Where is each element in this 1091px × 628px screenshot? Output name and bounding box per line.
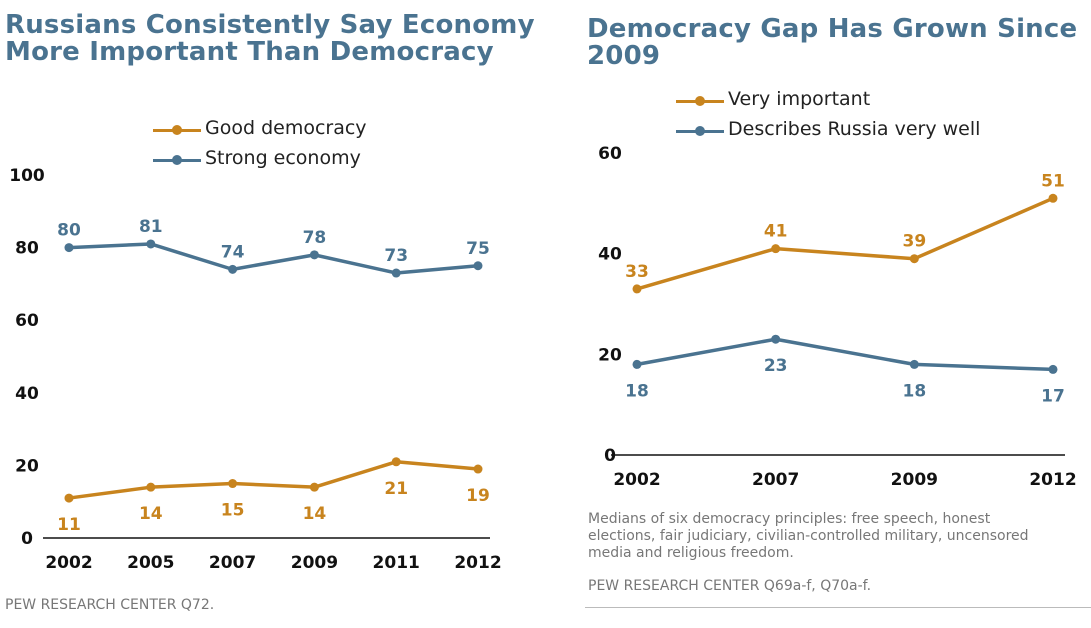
series-line-0 [636, 196, 1054, 291]
legend-label: Strong economy [205, 147, 361, 169]
x-tick-label: 2005 [127, 553, 174, 573]
data-point [309, 250, 319, 260]
right-chart-plot: 0 20 40 60 2002 2007 2009 2012 33 41 39 51 18 23 18 17 [598, 144, 1077, 490]
x-tick-label: 2009 [291, 553, 338, 573]
data-point [64, 243, 74, 253]
x-tick-label: 2007 [209, 553, 256, 573]
data-label: 81 [139, 217, 163, 237]
y-tick-label: 40 [15, 384, 39, 404]
legend-label: Very important [728, 88, 871, 110]
left-chart-title: Russians Consistently Say Economy More I… [5, 10, 535, 67]
footer-divider [585, 607, 1091, 608]
data-point [391, 457, 401, 467]
data-point [909, 359, 919, 369]
data-label: 19 [466, 486, 490, 506]
right-chart-title: Democracy Gap Has Grown Since 2009 [587, 14, 1078, 71]
data-label: 41 [764, 222, 788, 242]
data-label: 74 [221, 242, 245, 262]
series-line-1 [68, 242, 479, 275]
data-label: 80 [57, 221, 81, 241]
left-chart-plot: 0 20 40 60 80 100 2002 2005 2007 2009 2011 2012 11 14… [9, 166, 501, 573]
data-label: 14 [303, 504, 327, 524]
y-tick-label: 0 [21, 529, 33, 549]
data-point [909, 254, 919, 264]
y-tick-label: 60 [598, 144, 622, 164]
legend-swatch-blue [676, 126, 724, 136]
y-tick-label: 60 [15, 311, 39, 331]
data-label: 14 [139, 504, 163, 524]
y-tick-label: 40 [598, 245, 622, 265]
data-label: 17 [1041, 386, 1065, 406]
x-tick-label: 2002 [613, 470, 660, 490]
data-point [771, 334, 781, 344]
data-point [473, 261, 483, 271]
y-tick-label: 0 [604, 446, 616, 466]
legend-label: Good democracy [205, 117, 367, 139]
data-point [146, 239, 156, 249]
x-tick-label: 2012 [1029, 470, 1076, 490]
y-tick-label: 80 [15, 239, 39, 259]
data-point [1048, 193, 1058, 203]
data-label: 11 [57, 515, 81, 535]
data-point [632, 284, 642, 294]
data-label: 33 [625, 262, 649, 282]
data-point [309, 482, 319, 492]
data-label: 15 [221, 501, 245, 521]
data-point [473, 464, 483, 474]
left-chart-panel: Russians Consistently Say Economy More I… [0, 0, 545, 628]
left-source-note: PEW RESEARCH CENTER Q72. [5, 597, 215, 613]
x-tick-label: 2007 [752, 470, 799, 490]
data-point [1048, 364, 1058, 374]
data-label: 18 [902, 381, 926, 401]
right-source-note: PEW RESEARCH CENTER Q69a-f, Q70a-f. [588, 578, 872, 594]
data-label: 73 [384, 246, 408, 266]
legend-swatch-blue [153, 155, 201, 165]
data-label: 78 [303, 228, 327, 248]
right-chart-panel: Democracy Gap Has Grown Since 2009 Very … [585, 0, 1091, 628]
data-point [771, 244, 781, 254]
data-label: 75 [466, 239, 490, 259]
data-point [632, 359, 642, 369]
right-methodology-note: Medians of six democracy principles: fre… [588, 511, 1029, 561]
legend-label: Describes Russia very well [728, 118, 981, 140]
data-point [228, 264, 238, 274]
x-tick-label: 2011 [373, 553, 420, 573]
data-point [146, 482, 156, 492]
data-label: 23 [764, 356, 788, 376]
data-label: 18 [625, 381, 649, 401]
x-tick-label: 2012 [454, 553, 501, 573]
series-line-1 [636, 337, 1054, 372]
series-line-0 [68, 460, 479, 500]
data-point [391, 268, 401, 278]
data-point [64, 493, 74, 503]
data-label: 21 [384, 479, 408, 499]
y-tick-label: 100 [9, 166, 45, 186]
x-tick-label: 2002 [45, 553, 92, 573]
y-tick-label: 20 [598, 345, 622, 365]
x-tick-label: 2009 [891, 470, 938, 490]
legend-swatch-gold [153, 125, 201, 135]
data-label: 39 [902, 232, 926, 252]
legend-swatch-gold [676, 96, 724, 106]
data-point [228, 479, 238, 489]
data-label: 51 [1041, 171, 1065, 191]
y-tick-label: 20 [15, 456, 39, 476]
